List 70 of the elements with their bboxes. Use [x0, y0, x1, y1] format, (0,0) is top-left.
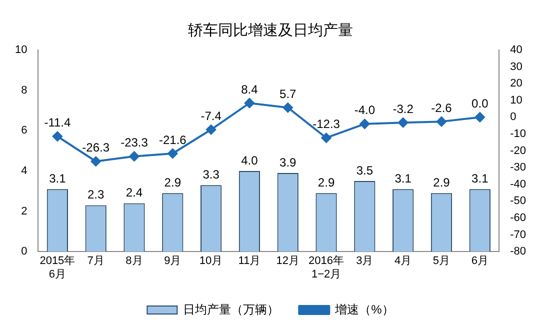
- y-tick-label: 2: [21, 205, 28, 218]
- data-label: -23.3: [120, 136, 148, 150]
- point: [360, 118, 370, 129]
- point: [282, 102, 293, 113]
- x-tick-label: 2016年 1−2月: [308, 255, 344, 280]
- data-label: -7.4: [200, 108, 222, 123]
- data-label: 2.3: [88, 188, 105, 202]
- point: [321, 132, 332, 143]
- data-label: -26.3: [82, 140, 110, 155]
- legend-label: 日均产量（万辆）: [183, 302, 280, 316]
- data-label: 2.9: [318, 175, 335, 190]
- data-label: -2.6: [431, 100, 452, 115]
- y2-tick-label: 20: [510, 78, 522, 90]
- data-label: 4.0: [241, 153, 258, 168]
- x-tick-label: 3月: [356, 255, 374, 268]
- x-tick-label: 11月: [238, 255, 261, 268]
- y2-tick-label: -20: [510, 144, 526, 157]
- y2-tick-label: -60: [510, 212, 526, 224]
- data-label: -21.6: [158, 132, 187, 147]
- point: [206, 124, 216, 135]
- y2-tick-label: -50: [510, 195, 526, 208]
- x-tick-label: 4月: [394, 255, 412, 268]
- point: [436, 116, 446, 127]
- y-tick-label: 0: [21, 246, 28, 258]
- point: [90, 156, 101, 166]
- y-tick-label: 4: [21, 164, 28, 177]
- y2-tick-label: -80: [510, 246, 526, 258]
- point: [244, 98, 254, 108]
- y2-tick-label: -70: [510, 228, 526, 241]
- data-label: 3.1: [394, 171, 412, 186]
- data-label: 2.9: [433, 175, 450, 190]
- x-tick-label: 2015年 6月: [40, 255, 76, 280]
- y-tick-label: 10: [14, 44, 28, 56]
- data-label: 3.1: [49, 171, 66, 186]
- data-label: -11.4: [44, 116, 71, 130]
- data-label: -4.0: [354, 103, 376, 118]
- x-tick-label: 8月: [126, 255, 143, 268]
- point: [129, 151, 140, 162]
- x-tick-label: 12月: [276, 255, 300, 268]
- data-label: 5.7: [280, 86, 297, 101]
- data-label: -12.3: [312, 117, 340, 132]
- y2-tick-label: 40: [510, 44, 522, 56]
- legend-label: 增速（%）: [334, 302, 394, 316]
- x-tick-label: 5月: [432, 255, 450, 268]
- y2-tick-label: -10: [510, 128, 526, 140]
- chart-title: 轿车同比增速及日均产量: [188, 22, 353, 40]
- y2-tick-label: 30: [510, 60, 522, 73]
- y-tick-label: 8: [21, 84, 28, 96]
- point: [398, 118, 408, 128]
- x-tick-label: 7月: [87, 255, 104, 268]
- x-tick-label: 6月: [471, 255, 488, 268]
- data-label: 3.3: [202, 167, 220, 182]
- data-label: 8.4: [241, 82, 258, 96]
- data-label: -3.2: [392, 102, 414, 116]
- data-label: 3.5: [356, 163, 374, 178]
- y-tick-label: 6: [21, 124, 28, 137]
- data-label: 2.9: [164, 175, 182, 190]
- data-label: 3.9: [280, 155, 297, 170]
- y2-tick-label: 0: [510, 111, 516, 124]
- point: [168, 148, 178, 158]
- y2-tick-label: -30: [510, 162, 526, 174]
- point: [474, 112, 485, 122]
- data-label: 2.4: [126, 186, 143, 200]
- y2-tick-label: 10: [510, 94, 522, 106]
- point: [52, 131, 62, 142]
- x-tick-label: 10月: [199, 255, 223, 268]
- y2-tick-label: -40: [510, 178, 526, 190]
- data-label: 0.0: [472, 96, 489, 111]
- x-tick-label: 9月: [164, 255, 182, 268]
- data-label: 3.1: [472, 171, 489, 186]
